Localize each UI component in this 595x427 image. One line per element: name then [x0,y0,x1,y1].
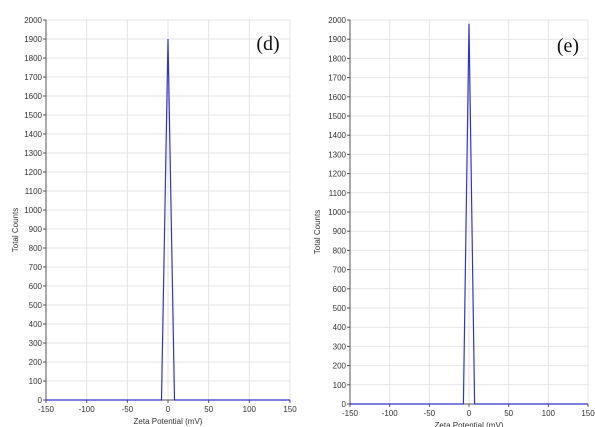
x-tick-label: -50 [424,409,436,418]
x-axis-title: Zeta Potential (mV) [435,421,504,427]
y-tick-label: 1400 [24,130,42,139]
x-tick-label: 100 [243,405,257,414]
x-tick-label: 50 [204,405,213,414]
y-tick-label: 600 [333,285,347,294]
y-tick-label: 300 [333,342,347,351]
series-line [350,23,588,405]
y-axis-title: Total Counts [11,208,20,252]
y-tick-label: 1500 [328,112,346,121]
y-tick-label: 1800 [328,54,346,63]
y-tick-label: 500 [29,301,43,310]
y-tick-label: 1000 [328,208,346,217]
y-tick-label: 200 [333,362,347,371]
series-line [46,38,290,401]
y-tick-label: 1900 [24,35,42,44]
y-tick-label: 400 [333,323,347,332]
y-tick-label: 1700 [328,74,346,83]
y-tick-label: 1500 [24,111,42,120]
y-tick-label: 1900 [328,35,346,44]
y-tick-label: 200 [29,358,43,367]
y-tick-label: 500 [333,304,347,313]
x-tick-label: -100 [79,405,96,414]
y-tick-label: 1600 [24,92,42,101]
y-tick-label: 800 [333,246,347,255]
y-tick-label: 2000 [24,16,42,25]
y-tick-label: 300 [29,339,43,348]
y-tick-label: 2000 [328,16,346,25]
x-axis-title: Zeta Potential (mV) [134,417,203,426]
y-tick-label: 1100 [25,187,43,196]
y-tick-label: 1400 [328,131,346,140]
x-tick-label: 150 [283,405,297,414]
y-axis-title: Total Counts [313,210,322,254]
chart-panel-d: 0100200300400500600700800900100011001200… [11,16,297,426]
y-tick-label: 700 [29,263,43,272]
panel-label: (e) [557,35,579,57]
gridlines [349,19,589,405]
x-tick-label: -100 [382,409,399,418]
y-tick-label: 0 [38,396,43,405]
x-tick-label: 50 [504,409,513,418]
y-tick-label: 1200 [328,170,346,179]
x-tick-label: 0 [467,409,472,418]
x-tick-label: 150 [581,409,595,418]
y-tick-label: 900 [333,227,347,236]
chart-panel-e: 0100200300400500600700800900100011001200… [313,16,595,427]
y-tick-label: 900 [29,225,43,234]
y-tick-label: 1300 [24,149,42,158]
y-tick-label: 100 [29,377,43,386]
x-tick-label: 100 [542,409,556,418]
y-tick-label: 400 [29,320,43,329]
y-tick-label: 600 [29,282,43,291]
x-tick-label: 0 [166,405,171,414]
y-tick-label: 1200 [24,168,42,177]
x-tick-label: -150 [342,409,359,418]
y-tick-label: 800 [29,244,43,253]
y-tick-label: 1800 [24,54,42,63]
y-tick-label: 1600 [328,93,346,102]
x-tick-label: -150 [38,405,55,414]
y-tick-label: 700 [333,266,347,275]
y-tick-label: 1700 [24,73,42,82]
y-tick-label: 1300 [328,150,346,159]
x-tick-label: -50 [122,405,134,414]
y-tick-label: 0 [342,400,347,409]
y-tick-label: 1100 [329,189,347,198]
gridlines [45,19,291,401]
panel-label: (d) [256,33,279,55]
y-tick-label: 1000 [24,206,42,215]
y-tick-label: 100 [333,381,347,390]
